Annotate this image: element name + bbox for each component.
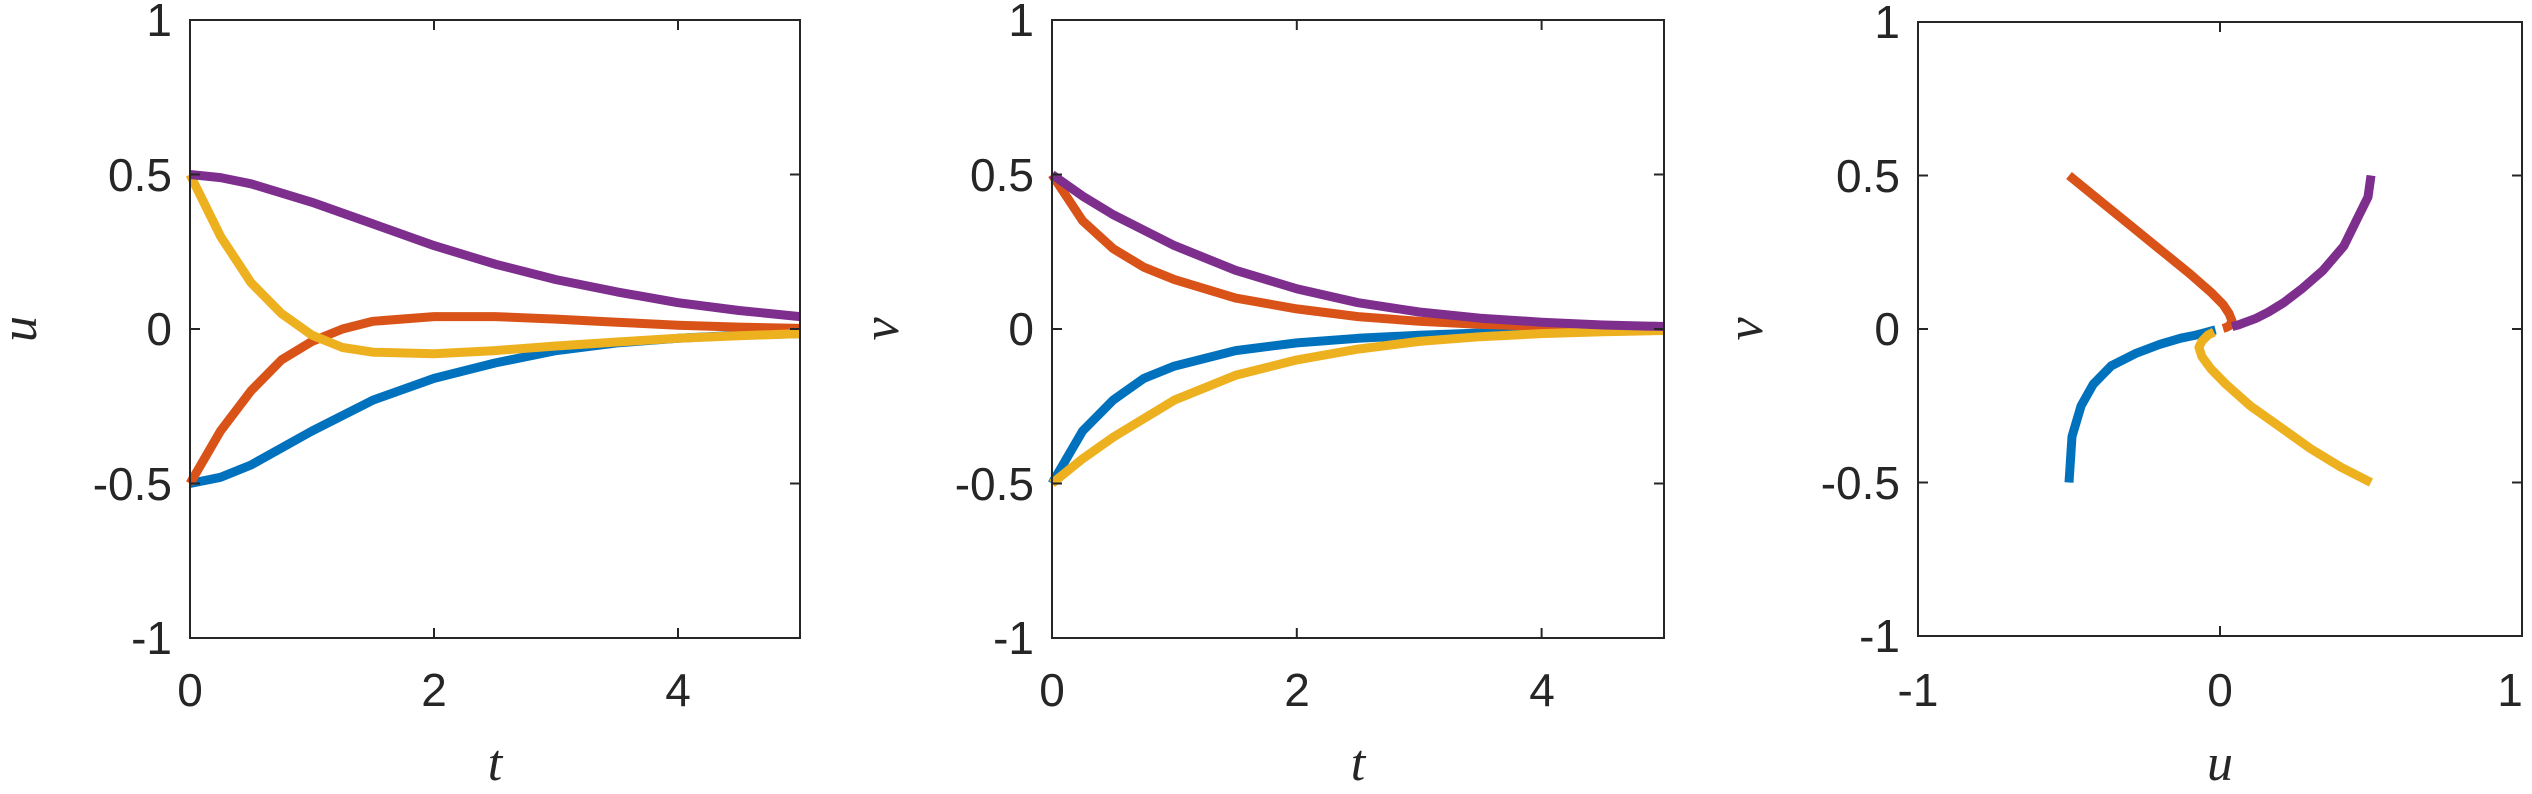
y-tick-label: 1 [1874, 0, 1900, 48]
x-tick-label: 4 [1529, 664, 1555, 716]
y-tick-label: 1 [146, 0, 172, 46]
x-tick-label: 0 [1039, 664, 1065, 716]
x-tick-label: 0 [177, 664, 203, 716]
series-line-purple [1049, 170, 1665, 331]
panel-v-vs-u: -1 -0.5 0 0.5 1 -1 0 1 u v [1717, 0, 2523, 792]
x-axis-label: t [1351, 735, 1367, 792]
y-tick-label: 0 [1874, 303, 1900, 355]
plot-area-u-vs-t [185, 170, 801, 488]
x-tick-label: 2 [421, 664, 447, 716]
series-line-yellow [2194, 328, 2374, 487]
axis-ticks [1917, 21, 2523, 637]
plot-area-v-vs-t [1048, 170, 1665, 488]
x-tick-label: 1 [2497, 664, 2523, 716]
y-axis-label: v [1717, 317, 1774, 341]
series-line-purple [2231, 174, 2376, 331]
y-tick-label: 0 [146, 303, 172, 355]
plot-area-v-vs-u [2064, 172, 2376, 487]
y-axis-label: u [0, 316, 48, 342]
x-tick-labels: -1 0 1 [1898, 664, 2523, 716]
y-tick-label: 0.5 [1836, 150, 1900, 202]
y-tick-label: -0.5 [93, 458, 172, 510]
x-tick-labels: 0 2 4 [1039, 664, 1555, 716]
y-tick-label: 0.5 [108, 149, 172, 201]
series-line-orange [186, 312, 801, 486]
y-tick-labels: -1 -0.5 0 0.5 1 [93, 0, 172, 664]
y-tick-label: 1 [1008, 0, 1034, 46]
panel-u-vs-t: -1 -0.5 0 0.5 1 0 2 4 t u [0, 0, 801, 792]
series-line-orange [2066, 172, 2237, 333]
y-tick-label: -1 [131, 612, 172, 664]
y-tick-label: -1 [1859, 610, 1900, 662]
y-tick-labels: -1 -0.5 0 0.5 1 [955, 0, 1034, 664]
x-axis-label: t [488, 735, 504, 792]
x-tick-label: 4 [665, 664, 691, 716]
y-tick-label: -0.5 [1821, 457, 1900, 509]
series-line-purple [189, 170, 801, 322]
y-axis-label: v [853, 317, 910, 341]
y-tick-labels: -1 -0.5 0 0.5 1 [1821, 0, 1900, 662]
x-tick-label: 0 [2207, 664, 2233, 716]
axis-ticks [189, 19, 800, 639]
axis-ticks [1051, 19, 1664, 639]
x-axis-label: u [2207, 735, 2233, 792]
y-tick-label: -1 [993, 612, 1034, 664]
series-line-yellow [1049, 326, 1665, 488]
panel-v-vs-t: -1 -0.5 0 0.5 1 0 2 4 t v [853, 0, 1665, 792]
x-tick-label: -1 [1898, 664, 1939, 716]
x-tick-labels: 0 2 4 [177, 664, 691, 716]
y-tick-label: 0.5 [970, 149, 1034, 201]
x-tick-label: 2 [1284, 664, 1310, 716]
series-line-yellow [185, 172, 801, 359]
y-tick-label: -0.5 [955, 458, 1034, 510]
y-tick-label: 0 [1008, 303, 1034, 355]
